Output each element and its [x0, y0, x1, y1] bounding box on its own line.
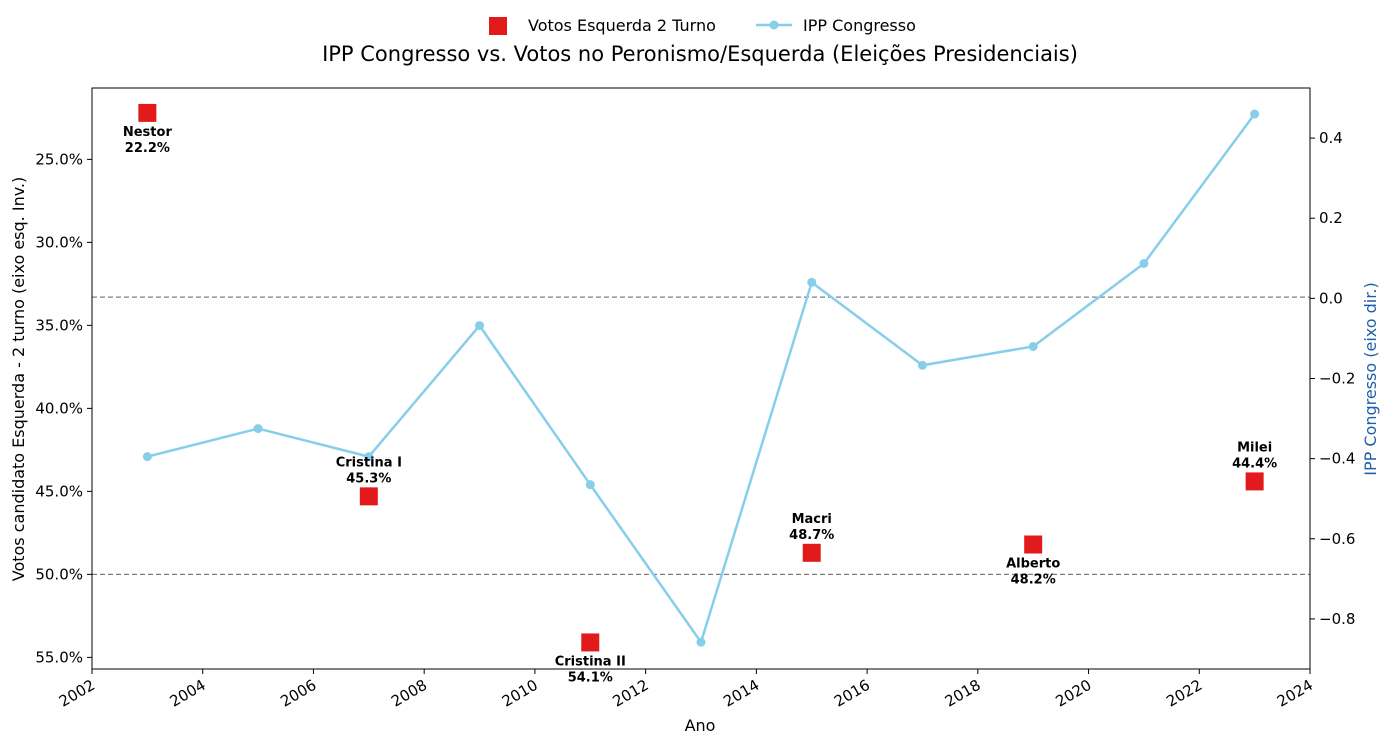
votes-label-value-nestor: 22.2%: [125, 141, 170, 156]
ipp-point-2003: [142, 452, 152, 462]
votes-label-value-cristina-i: 45.3%: [346, 471, 391, 486]
x-axis-label: Ano: [685, 716, 716, 735]
votes-marker-milei: [1245, 472, 1264, 491]
x-tick-label-2008: 2008: [388, 676, 430, 711]
votes-label-value-milei: 44.4%: [1232, 456, 1277, 471]
legend: Votos Esquerda 2 Turno IPP Congresso: [489, 16, 916, 35]
votes-label-name-alberto: Alberto: [1006, 557, 1060, 572]
ipp-line: [147, 113, 1256, 644]
votes-label-name-cristina-ii: Cristina II: [555, 654, 626, 669]
votes-label-name-cristina-i: Cristina I: [336, 455, 402, 470]
reference-lines: [92, 296, 1310, 575]
right-y-axis: −0.8 −0.6 −0.4 −0.2 0.0 0.2 0.4: [1310, 129, 1355, 628]
votes-label-name-milei: Milei: [1237, 440, 1272, 455]
x-axis: 2002 2004 2006 2008 2010 2012 2014 2016 2018 2020…: [56, 669, 1316, 711]
right-axis-label: IPP Congresso (eixo dir.): [1361, 282, 1380, 475]
x-tick-label-2012: 2012: [610, 676, 652, 711]
right-tick-label-3: −0.2: [1319, 370, 1355, 388]
ipp-point-2017: [917, 360, 927, 370]
votes-label-value-alberto: 48.2%: [1011, 573, 1056, 588]
x-tick-label-2022: 2022: [1163, 676, 1205, 711]
x-tick-label-2024: 2024: [1274, 676, 1316, 711]
right-tick-label-6: 0.4: [1319, 129, 1343, 147]
ipp-point-2013: [696, 637, 706, 647]
ipp-point-2009: [475, 321, 485, 331]
plot-frame: [91, 87, 1311, 670]
votes-label-value-macri: 48.7%: [789, 528, 834, 543]
x-tick-label-2014: 2014: [720, 676, 762, 711]
legend-label-ipp: IPP Congresso: [803, 16, 916, 35]
ipp-point-2023: [1250, 109, 1260, 119]
votes-label-name-nestor: Nestor: [123, 125, 173, 140]
left-tick-label-35: 35.0%: [35, 316, 83, 334]
x-tick-label-2010: 2010: [499, 676, 541, 711]
legend-marker-votos: [489, 17, 507, 35]
right-tick-label-2: −0.4: [1319, 450, 1355, 468]
votes-label-name-macri: Macri: [792, 512, 832, 527]
x-tick-label-2016: 2016: [831, 676, 873, 711]
ipp-point-2015: [807, 277, 817, 287]
votes-marker-cristina-i: [359, 487, 378, 506]
x-tick-label-2006: 2006: [277, 676, 319, 711]
right-tick-label-5: 0.2: [1319, 209, 1343, 227]
left-tick-label-25: 25.0%: [35, 150, 83, 168]
x-tick-label-2020: 2020: [1052, 676, 1094, 711]
right-tick-label-0: −0.8: [1319, 610, 1355, 628]
ipp-point-2007: [364, 452, 374, 462]
left-axis-label: Votos candidato Esquerda - 2 turno (eixo…: [9, 177, 28, 582]
ipp-point-2019: [1028, 341, 1038, 351]
votes-marker-nestor: [138, 103, 157, 122]
left-tick-label-30: 30.0%: [35, 233, 83, 251]
ipp-point-2005: [253, 424, 263, 434]
x-tick-label-2018: 2018: [942, 676, 984, 711]
votes-marker-alberto: [1024, 535, 1043, 554]
left-tick-label-50: 50.0%: [35, 565, 83, 583]
ipp-point-2021: [1139, 259, 1149, 269]
votes-marker-macri: [802, 543, 821, 562]
votes-marker-cristina-ii: [581, 633, 600, 652]
ipp-point-2011: [585, 480, 595, 490]
ipp-series: [142, 109, 1260, 647]
right-tick-label-1: −0.6: [1319, 530, 1355, 548]
left-tick-label-40: 40.0%: [35, 399, 83, 417]
legend-label-votos: Votos Esquerda 2 Turno: [528, 16, 716, 35]
left-y-axis: 25.0% 30.0% 35.0% 40.0% 45.0% 50.0% 55.0%: [35, 150, 92, 666]
left-tick-label-45: 45.0%: [35, 482, 83, 500]
x-tick-label-2004: 2004: [167, 676, 209, 711]
votes-label-value-cristina-ii: 54.1%: [568, 670, 613, 685]
x-tick-label-2002: 2002: [56, 676, 98, 711]
right-tick-label-4: 0.0: [1319, 289, 1343, 307]
legend-marker-ipp: [769, 20, 779, 30]
left-tick-label-55: 55.0%: [35, 648, 83, 666]
chart-title: IPP Congresso vs. Votos no Peronismo/Esq…: [322, 42, 1078, 66]
